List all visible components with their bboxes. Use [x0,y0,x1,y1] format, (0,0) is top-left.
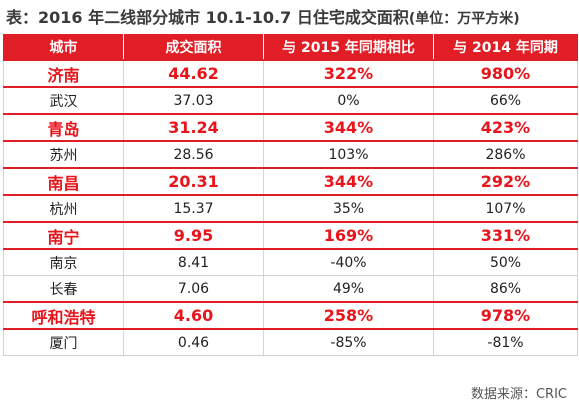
title-unit: (单位：万平方米) [408,11,520,27]
column-header-vs2014: 与 2014 年同期 [433,34,578,61]
column-header-city: 城市 [3,34,124,61]
table-row: 厦门 0.46 -85% -81% [3,329,578,356]
cell-city: 苏州 [3,141,124,169]
cell-city: 青岛 [3,113,124,142]
cell-vs2014: 978% [433,301,578,330]
cell-area: 7.06 [123,275,264,303]
cell-area: 37.03 [123,87,264,115]
cell-city: 济南 [3,59,124,88]
cell-vs2014: 66% [433,87,578,115]
cell-area: 44.62 [123,59,264,88]
cell-vs2015: 322% [263,59,434,88]
table-header: 城市 成交面积 与 2015 年同期相比 与 2014 年同期 [3,34,578,61]
cell-city: 长春 [3,275,124,303]
cell-vs2015: 169% [263,221,434,250]
cell-city: 厦门 [3,329,124,356]
cell-city: 杭州 [3,195,124,223]
cell-area: 8.41 [123,249,264,276]
table-row: 苏州 28.56 103% 286% [3,141,578,169]
table-row: 南京 8.41 -40% 50% [3,249,578,276]
table-row: 青岛 31.24 344% 423% [3,113,578,142]
cell-vs2015: 49% [263,275,434,303]
table-row: 长春 7.06 49% 86% [3,275,578,303]
column-header-area: 成交面积 [123,34,264,61]
cell-vs2015: 103% [263,141,434,169]
cell-vs2014: 331% [433,221,578,250]
cell-vs2015: 258% [263,301,434,330]
table-row: 南昌 20.31 344% 292% [3,167,578,196]
table-row: 南宁 9.95 169% 331% [3,221,578,250]
header-row: 城市 成交面积 与 2015 年同期相比 与 2014 年同期 [3,34,578,61]
cell-vs2014: 423% [433,113,578,142]
cell-city: 南宁 [3,221,124,250]
data-table: 城市 成交面积 与 2015 年同期相比 与 2014 年同期 济南 44.62 3… [3,34,578,356]
cell-vs2015: 0% [263,87,434,115]
cell-city: 南昌 [3,167,124,196]
cell-vs2014: 107% [433,195,578,223]
cell-city: 武汉 [3,87,124,115]
title-text: 表：2016 年二线部分城市 10.1-10.7 日住宅成交面积 [6,8,409,27]
cell-vs2015: 344% [263,113,434,142]
table-row: 呼和浩特 4.60 258% 978% [3,301,578,330]
cell-vs2014: 86% [433,275,578,303]
cell-vs2014: 292% [433,167,578,196]
page-title: 表：2016 年二线部分城市 10.1-10.7 日住宅成交面积(单位：万平方米… [6,6,576,30]
cell-vs2014: -81% [433,329,578,356]
cell-vs2014: 50% [433,249,578,276]
cell-vs2015: 344% [263,167,434,196]
source-note: 数据来源：CRIC [470,387,567,402]
cell-vs2015: 35% [263,195,434,223]
cell-area: 9.95 [123,221,264,250]
cell-city: 呼和浩特 [3,301,124,330]
cell-area: 4.60 [123,301,264,330]
table-body: 济南 44.62 322% 980% 武汉 37.03 0% 66% 青岛 31.24 344% 42… [3,59,578,356]
cell-area: 28.56 [123,141,264,169]
column-header-vs2015: 与 2015 年同期相比 [263,34,434,61]
cell-area: 31.24 [123,113,264,142]
cell-area: 15.37 [123,195,264,223]
cell-vs2014: 980% [433,59,578,88]
table-row: 武汉 37.03 0% 66% [3,87,578,115]
cell-city: 南京 [3,249,124,276]
cell-vs2014: 286% [433,141,578,169]
cell-vs2015: -40% [263,249,434,276]
table-row: 杭州 15.37 35% 107% [3,195,578,223]
cell-vs2015: -85% [263,329,434,356]
table-row: 济南 44.62 322% 980% [3,59,578,88]
cell-area: 20.31 [123,167,264,196]
cell-area: 0.46 [123,329,264,356]
